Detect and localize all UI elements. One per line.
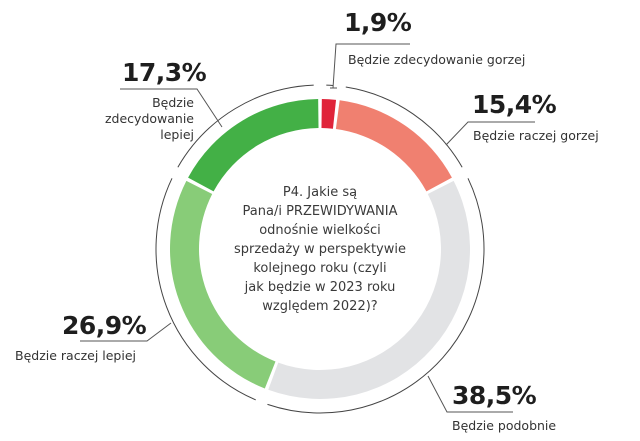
- question-line: P4. Jakie są: [282, 185, 358, 200]
- question-line: względem 2022)?: [262, 299, 378, 314]
- category-label-raczej-gorzej: Będzie raczej gorzej: [473, 128, 599, 143]
- leader-lines: [80, 43, 535, 413]
- value-label-zdecydowanie-gorzej: 1,9%: [344, 8, 412, 37]
- value-label-raczej-gorzej: 15,4%: [472, 90, 557, 119]
- category-label-podobnie: Będzie podobnie: [452, 418, 557, 433]
- donut-segments: [170, 99, 470, 399]
- guide-arc-zdecydowanie-lepiej: [177, 84, 314, 168]
- category-label-line: lepiej: [160, 127, 194, 142]
- segment-zdecydowanie-lepiej: [188, 99, 319, 192]
- value-label-podobnie: 38,5%: [452, 381, 537, 410]
- question-line: Pana/i PRZEWIDYWANIA: [242, 204, 398, 219]
- guide-arc-raczej-lepiej: [155, 178, 256, 401]
- guide-arc-podobnie: [267, 178, 485, 414]
- category-label-raczej-lepiej: Będzie raczej lepiej: [15, 348, 137, 363]
- question-line: odnośnie wielkości: [259, 223, 381, 238]
- leader-line-s3: [80, 322, 172, 342]
- value-label-zdecydowanie-lepiej: 17,3%: [122, 58, 207, 87]
- category-label-zdecydowanie-lepiej: Będzie zdecydowanie lepiej: [105, 95, 194, 143]
- category-label-zdecydowanie-gorzej: Będzie zdecydowanie gorzej: [348, 52, 526, 67]
- leader-line-s4: [120, 88, 223, 128]
- segment-raczej-gorzej: [335, 100, 452, 192]
- question-line: sprzedaży w perspektywie: [233, 242, 406, 257]
- value-label-raczej-lepiej: 26,9%: [62, 311, 147, 340]
- category-label-line: zdecydowanie: [104, 111, 194, 126]
- guide-arc-raczej-gorzej: [345, 86, 463, 168]
- question-line: kolejnego roku (czyli: [253, 261, 387, 276]
- leader-line-s0: [332, 43, 410, 89]
- segment-zdecydowanie-gorzej: [321, 99, 337, 129]
- category-label-line: Będzie: [152, 95, 194, 110]
- center-question: P4. Jakie są Pana/i PRZEWIDYWANIA odnośn…: [225, 183, 415, 316]
- segment-podobnie: [268, 180, 470, 399]
- leader-line-s2: [427, 375, 513, 413]
- segment-raczej-lepiej: [170, 180, 276, 389]
- question-line: jak będzie w 2023 roku: [244, 280, 396, 295]
- leader-line-s1: [445, 121, 535, 146]
